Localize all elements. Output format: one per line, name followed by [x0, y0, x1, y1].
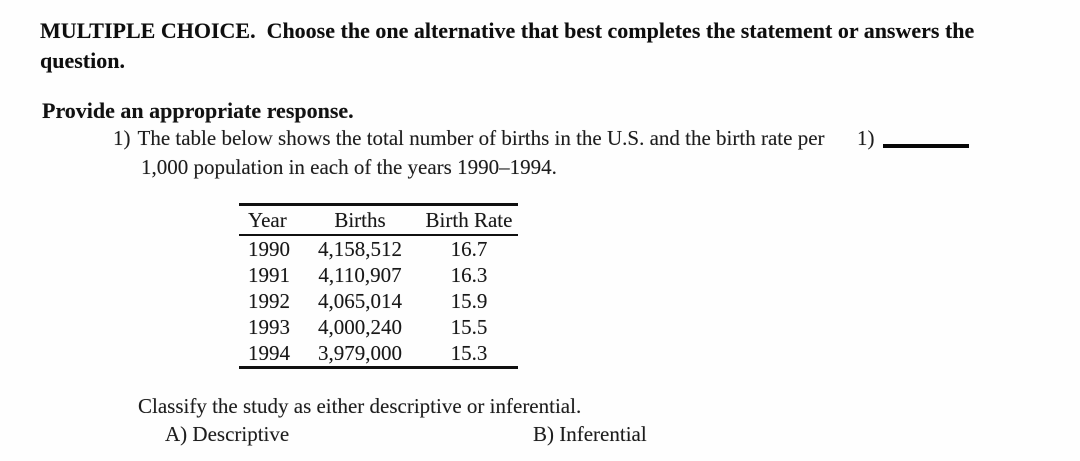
- cell-births: 3,979,000: [318, 340, 402, 365]
- cell-birth-rate: 15.3: [450, 340, 488, 365]
- question-number: 1): [113, 126, 131, 150]
- section-label: Provide an appropriate response.: [42, 98, 354, 123]
- cell-year: 1990: [248, 236, 290, 261]
- col-header-births: Births: [300, 204, 420, 236]
- question-text: The table below shows the total number o…: [137, 126, 825, 179]
- table-row: 1994 3,979,000 15.3: [239, 340, 518, 368]
- col-header-birth-rate: Birth Rate: [420, 204, 518, 236]
- instructions-header: MULTIPLE CHOICE. Choose the one alternat…: [40, 18, 975, 73]
- col-header-year: Year: [239, 204, 300, 236]
- cell-year: 1993: [248, 314, 290, 339]
- table-header-row: Year Births Birth Rate: [239, 204, 518, 236]
- cell-birth-rate: 15.9: [450, 288, 488, 313]
- cell-births: 4,000,240: [318, 314, 402, 339]
- answer-number: 1): [857, 126, 875, 150]
- answer-area: 1): [857, 124, 969, 153]
- table-row: 1992 4,065,014 15.9: [239, 288, 518, 314]
- cell-births: 4,065,014: [318, 288, 402, 313]
- births-table: Year Births Birth Rate 1990 4,158,512 16…: [239, 203, 518, 369]
- cell-year: 1994: [248, 340, 290, 365]
- classify-prompt: Classify the study as either descriptive…: [138, 394, 582, 418]
- cell-year: 1991: [248, 262, 290, 287]
- table-row: 1991 4,110,907 16.3: [239, 262, 518, 288]
- cell-birth-rate: 15.5: [450, 314, 488, 339]
- option-b: B) Inferential: [533, 422, 647, 446]
- cell-births: 4,110,907: [318, 262, 402, 287]
- question-1: 1) The table below shows the total number…: [113, 124, 873, 182]
- cell-births: 4,158,512: [318, 236, 402, 261]
- table-row: 1993 4,000,240 15.5: [239, 314, 518, 340]
- cell-year: 1992: [248, 288, 290, 313]
- cell-birth-rate: 16.7: [450, 236, 488, 261]
- cell-birth-rate: 16.3: [450, 262, 488, 287]
- table-row: 1990 4,158,512 16.7: [239, 235, 518, 262]
- answer-blank-line: [882, 134, 969, 148]
- option-a: A) Descriptive: [165, 422, 290, 446]
